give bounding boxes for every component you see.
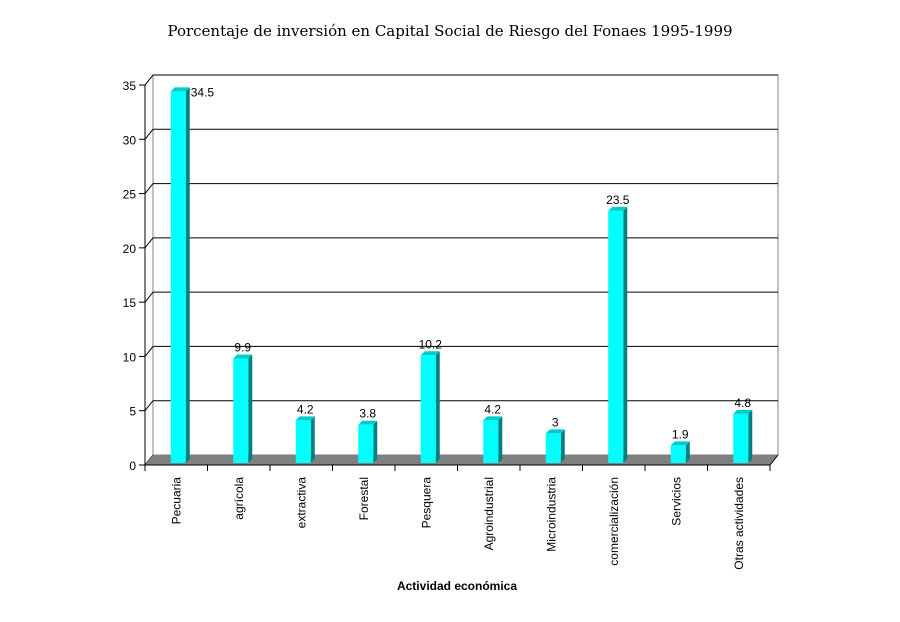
plot-back-wall [152,74,779,456]
bar [233,358,249,463]
x-tick-label: Pecuaria [169,477,183,525]
bar-side [685,441,690,463]
bar-side [248,354,253,463]
bar-top [608,206,628,211]
data-label: 4.2 [297,402,314,416]
bar [420,355,436,463]
gridline-depth [144,400,154,412]
gridline-depth [144,291,154,303]
bar-side [435,351,440,463]
x-axis-label: Actividad económica [396,579,518,593]
data-label: 34.5 [191,85,215,99]
data-label: 10.2 [419,337,443,351]
x-tick-label: Agroindustrial [482,477,496,550]
gridline-depth [144,346,154,357]
x-tick-label: Servicios [669,477,683,526]
data-label: 4.8 [734,396,751,410]
bar-side [310,416,315,463]
y-tick-label: 20 [123,242,137,256]
x-tick-label: Pesquera [419,477,433,529]
bar [608,210,624,463]
bar-top [483,416,503,421]
y-tick-label: 10 [123,350,137,364]
x-tick-label: extractiva [294,477,308,529]
y-tick-label: 15 [123,296,137,310]
bar [483,420,499,463]
bar [295,420,311,463]
y-tick-label: 5 [129,405,136,419]
bar-top [670,441,690,446]
gridline-depth [144,183,154,194]
bar-top [358,420,378,425]
y-tick-label: 35 [123,79,137,93]
x-tick-label: Forestal [357,477,371,520]
data-label: 4.2 [484,402,501,416]
data-label: 1.9 [672,427,689,441]
bar-side [560,429,565,463]
y-tick-label: 0 [129,459,136,473]
bar-top [170,87,190,92]
bar [170,91,186,463]
bar-side [498,416,503,463]
data-label: 9.9 [234,341,251,355]
x-tick-label: comercialización [607,477,621,566]
bar-side [623,206,628,463]
floor-edge [769,454,779,466]
gridline-depth [144,74,154,86]
x-tick-label: Microindustria [544,477,558,552]
bar [358,424,374,463]
gridline-depth [144,128,154,140]
bar [733,413,749,463]
chart-title: Porcentaje de inversión en Capital Socia… [167,22,733,40]
bar-side [373,420,378,463]
data-label: 23.5 [606,193,630,207]
bar-side [185,87,190,463]
bar [670,445,686,463]
bar-top [233,354,253,359]
y-tick-label: 30 [123,133,137,147]
gridline-depth [144,237,154,249]
bar [545,433,561,463]
bar-top [733,409,753,414]
bar-side [748,409,753,463]
data-label: 3.8 [359,407,376,421]
bar-top [295,416,315,421]
x-tick-label: Otras actividades [732,477,746,570]
y-tick-label: 25 [123,188,137,202]
bar-top [545,429,565,434]
bar-top [420,351,440,356]
x-tick-label: agrícola [232,477,246,520]
data-label: 3 [552,415,559,429]
